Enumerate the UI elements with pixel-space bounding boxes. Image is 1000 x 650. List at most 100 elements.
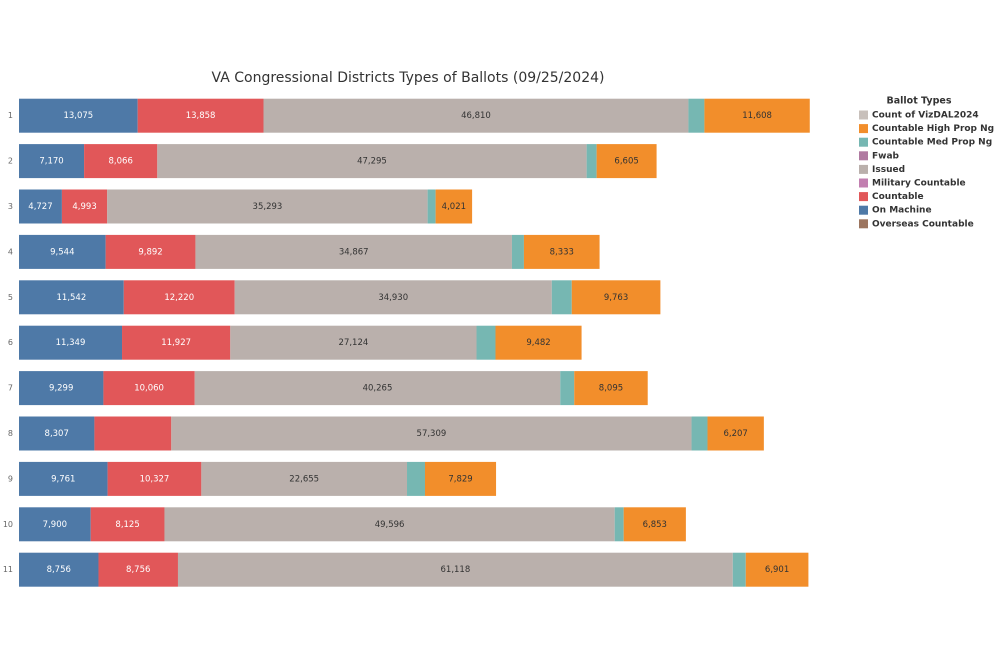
bar-segment [171,416,692,451]
legend-label: Count of VizDAL2024 [872,111,979,121]
bar-segment [19,234,106,269]
data-label: 46,810 [461,111,491,121]
bar-segment [103,371,195,406]
bar-segment [107,189,428,224]
legend-label: Issued [872,165,905,175]
data-label: 7,170 [39,157,63,167]
data-label: 27,124 [339,338,369,348]
y-tick-label: 11 [3,565,13,574]
data-label: 8,756 [126,565,150,575]
data-label: 13,075 [63,111,93,121]
data-label: 8,066 [109,157,133,167]
data-label: 22,655 [289,474,319,484]
legend-label: On Machine [872,206,932,216]
data-label: 57,309 [417,429,447,439]
y-tick-label: 2 [8,157,13,166]
legend-swatch [859,110,868,120]
bar-segment [707,416,764,451]
bar-segment [98,552,178,587]
bar-segment [194,371,561,406]
data-label: 9,761 [51,474,75,484]
bar-segment [574,371,648,406]
legend-label: Countable [872,192,924,202]
bar-segment [476,325,496,360]
data-label: 47,295 [357,157,387,167]
data-label: 11,542 [57,293,87,303]
data-label: 8,307 [45,429,69,439]
bar-segment [435,189,473,224]
data-label: 6,901 [765,565,789,575]
bar-segment [551,280,572,315]
bar-segment [596,144,657,179]
legend-label: Countable High Prop Ng [872,124,994,134]
bar-segment [691,416,708,451]
data-label: 12,220 [164,293,194,303]
legend-swatch [859,164,868,174]
bar-segment [164,507,615,542]
bar-segment [424,461,497,496]
y-tick-label: 3 [8,202,13,211]
y-tick-label: 9 [8,474,13,483]
legend-swatch [859,205,868,215]
bar-segment [19,280,124,315]
data-label: 6,207 [724,429,748,439]
data-label: 10,327 [140,474,170,484]
bar-segment [560,371,575,406]
data-label: 34,867 [339,247,369,257]
legend-label: Overseas Countable [872,219,974,229]
bar-segment [195,234,512,269]
data-label: 11,927 [161,338,191,348]
data-label: 8,756 [47,565,71,575]
bar-segment [511,234,524,269]
data-label: 7,900 [43,520,67,530]
legend-label: Military Countable [872,179,966,189]
data-label: 8,333 [550,247,574,257]
bar-segment [177,552,733,587]
data-label: 61,118 [441,565,471,575]
legend-swatch [859,124,868,134]
data-label: 9,544 [50,247,74,257]
data-label: 4,727 [28,202,52,212]
data-label: 49,596 [375,520,405,530]
bar-segment [19,325,123,360]
y-tick-label: 5 [8,293,13,302]
bar-segment [84,144,158,179]
data-label: 8,095 [599,384,623,394]
bar-segment [19,371,104,406]
bar-segment [571,280,661,315]
bar-segment [19,189,62,224]
data-label: 9,482 [526,338,550,348]
data-label: 4,021 [442,202,466,212]
data-label: 13,858 [186,111,216,121]
legend-swatch [859,151,868,161]
bar-segment [745,552,809,587]
bar-segment [263,98,689,133]
data-label: 9,763 [604,293,628,303]
bar-segment [19,552,99,587]
bar-segment [122,325,231,360]
bar-segment [407,461,425,496]
bar-segment [90,507,165,542]
bar-segment [623,507,686,542]
data-label: 11,349 [56,338,86,348]
legend-swatch [859,192,868,202]
bar-segment [157,144,587,179]
y-tick-label: 6 [8,338,13,347]
bar-segment [201,461,408,496]
legend-swatch [859,137,868,147]
data-label: 4,993 [72,202,96,212]
bar-segment [94,416,172,451]
bar-segment [19,461,108,496]
y-tick-label: 1 [8,111,13,120]
y-tick-label: 8 [8,429,13,438]
legend-swatch [859,219,868,229]
bar-segment [230,325,477,360]
y-tick-label: 4 [8,247,13,256]
bar-segment [614,507,624,542]
bar-segment [495,325,582,360]
bar-segment [586,144,597,179]
legend-label: Countable Med Prop Ng [872,138,992,148]
bar-segment [123,280,235,315]
bar-segment [523,234,600,269]
